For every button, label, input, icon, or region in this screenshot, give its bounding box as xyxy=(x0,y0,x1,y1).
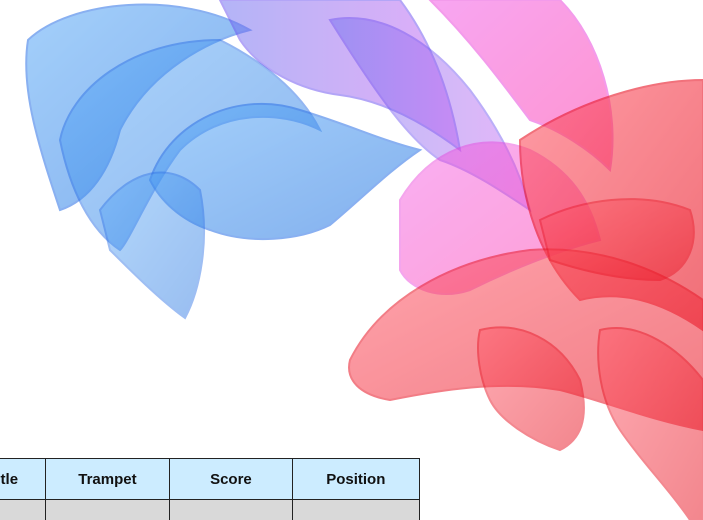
table-cell xyxy=(0,499,46,520)
table-cell xyxy=(169,499,293,520)
table-header-row: Title Trampet Score Position xyxy=(0,458,421,500)
blue-ribbon-4 xyxy=(98,171,205,320)
results-table-container: Title Trampet Score Position xyxy=(0,458,460,520)
blue-ribbon-3 xyxy=(148,102,423,241)
red-ribbon-3 xyxy=(477,326,585,452)
column-header-trampet: Trampet xyxy=(44,458,171,500)
column-header-title: Title xyxy=(0,458,46,500)
table-cell xyxy=(291,499,421,520)
red-ribbon-group xyxy=(348,78,703,520)
column-header-position: Position xyxy=(291,458,421,500)
table-cell xyxy=(44,499,171,520)
red-ribbon-4 xyxy=(597,327,703,520)
blue-ribbon-group xyxy=(25,3,423,320)
results-table: Title Trampet Score Position xyxy=(0,458,421,520)
table-row xyxy=(0,499,421,520)
column-header-score: Score xyxy=(169,458,293,500)
red-ribbon-5 xyxy=(538,198,695,282)
